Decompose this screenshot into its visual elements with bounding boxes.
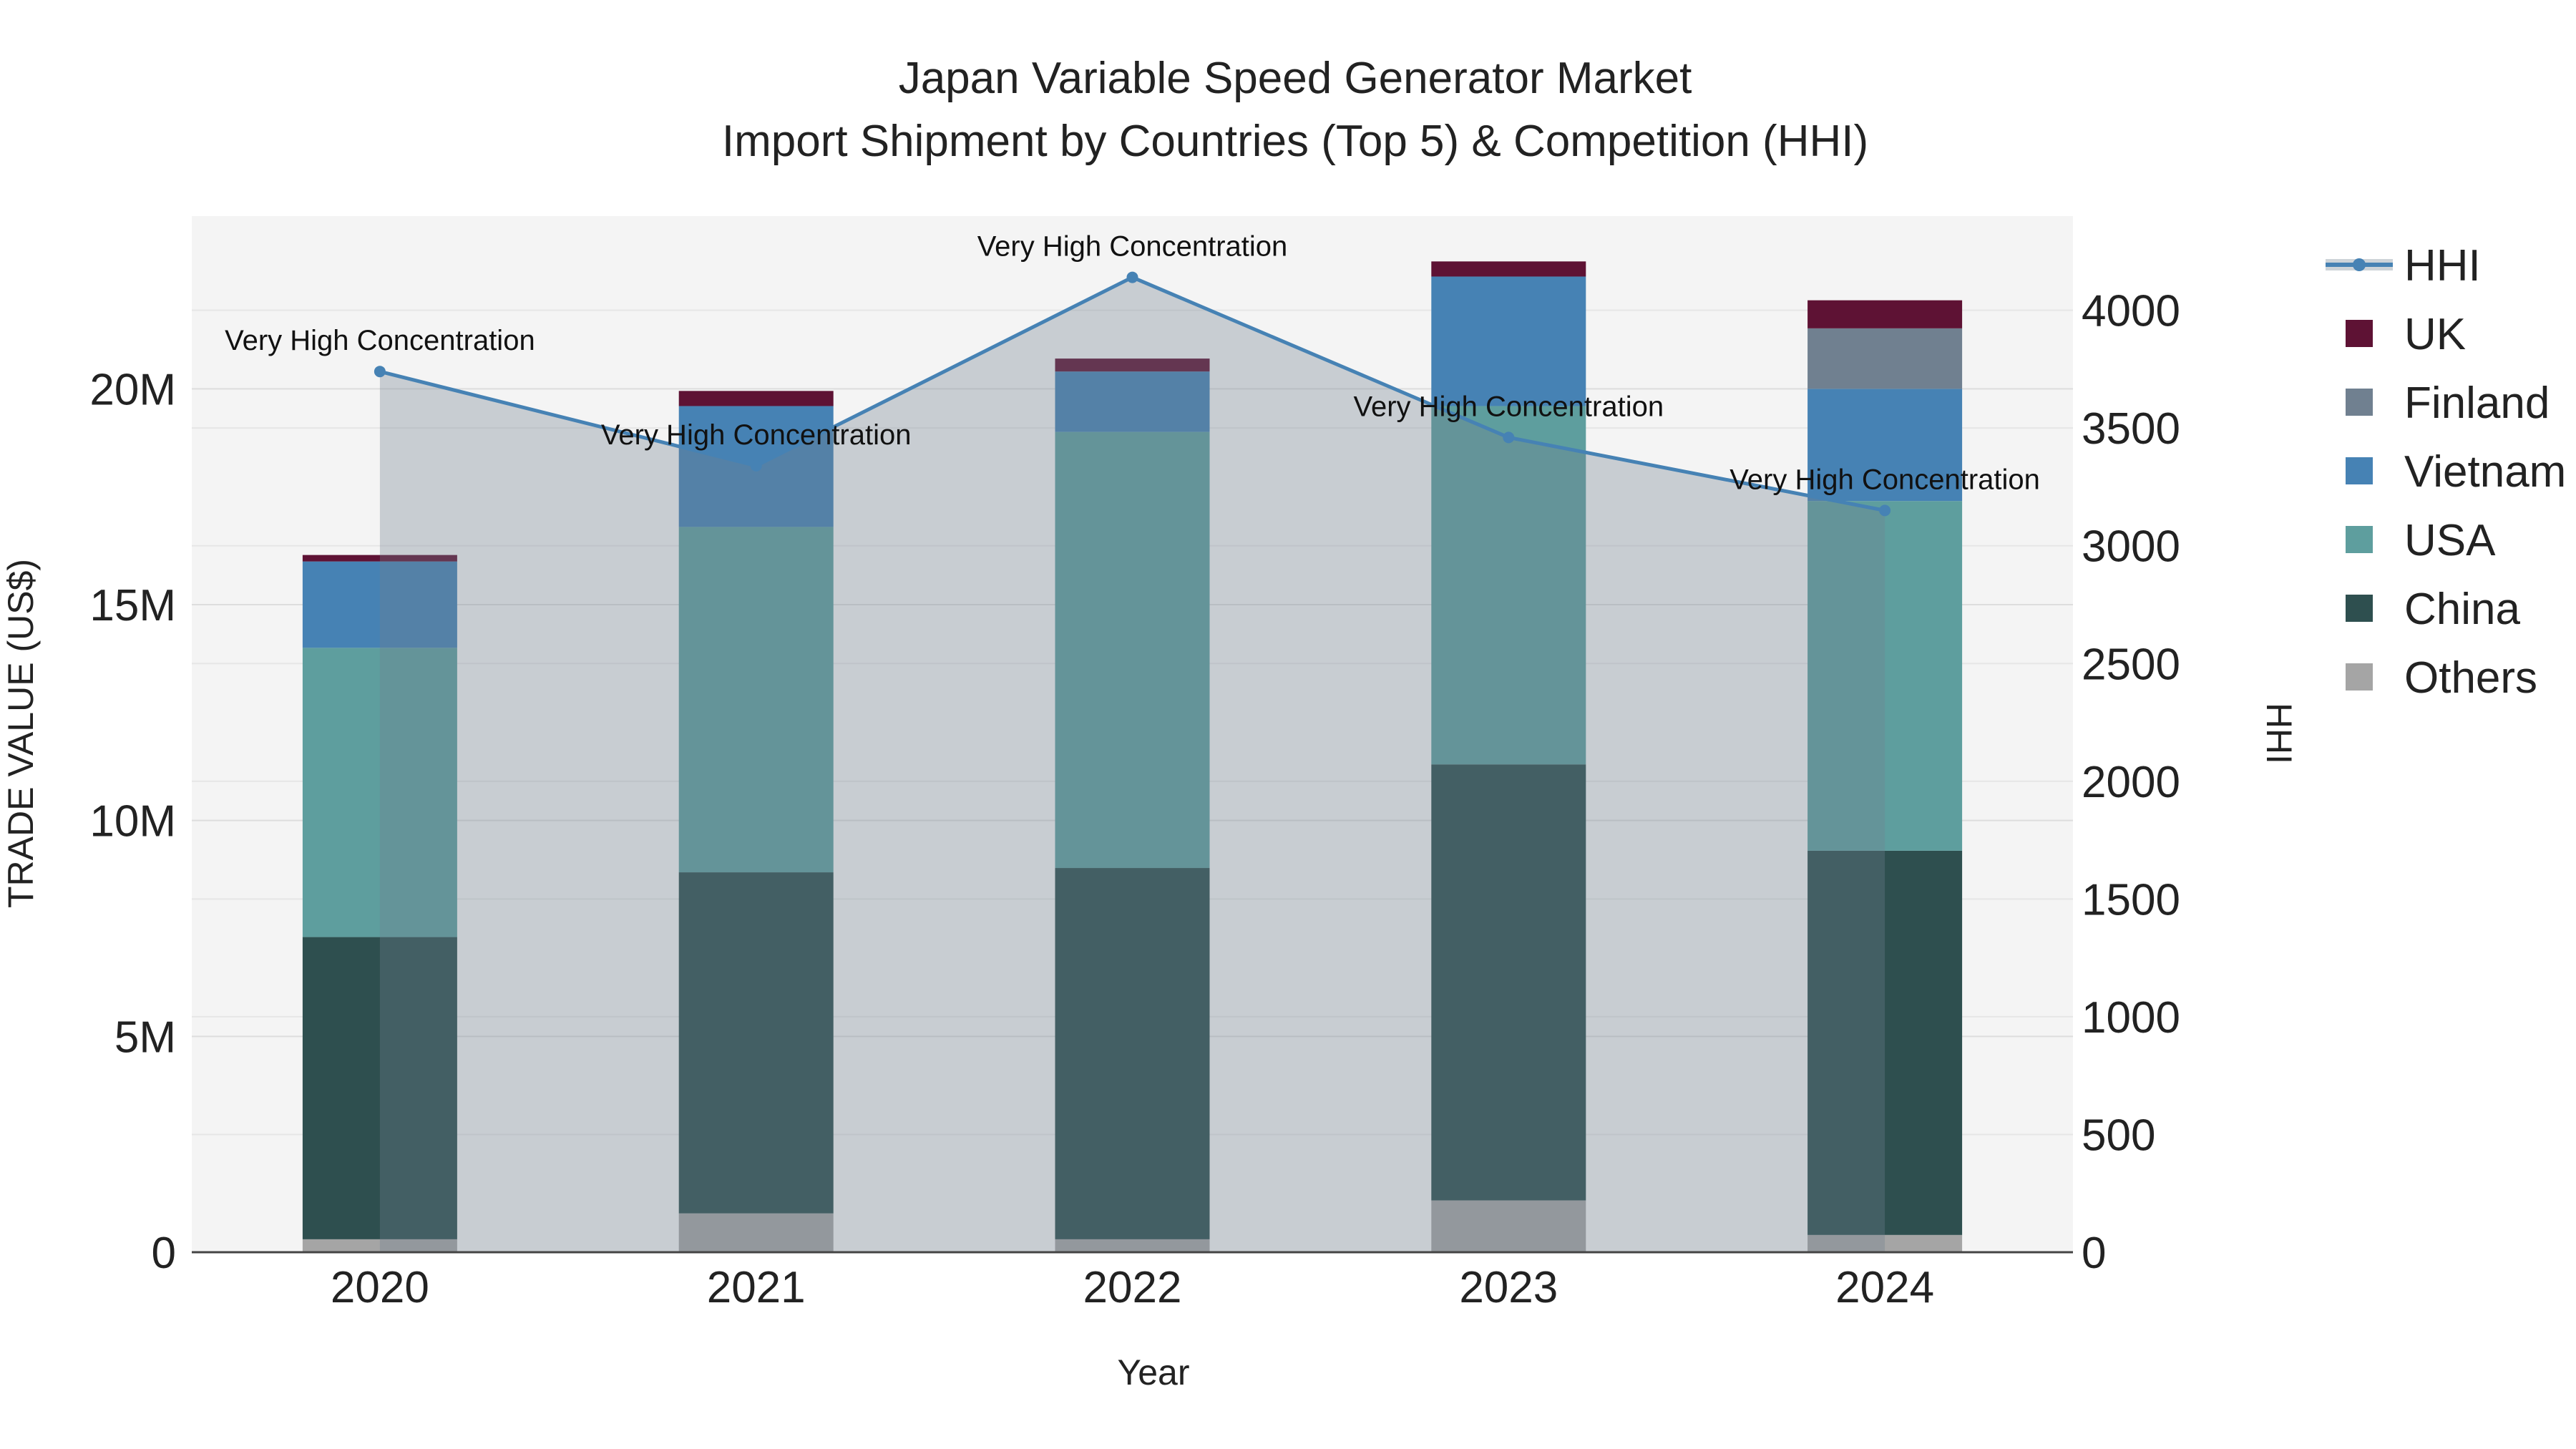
- legend-swatch-usa: [2346, 526, 2373, 553]
- y-axis-ticks: 0 5M 10M 15M 20M: [89, 365, 176, 1278]
- x-tick-label-2021: 2021: [707, 1263, 806, 1312]
- legend-swatch-china: [2346, 595, 2373, 622]
- x-tick-label-2020: 2020: [331, 1263, 429, 1312]
- bar-vietnam-2024: [1807, 389, 1963, 502]
- y-tick-label: 0: [152, 1229, 176, 1278]
- legend-swatch-uk: [2346, 320, 2373, 347]
- bar-uk-2020: [302, 555, 457, 562]
- bar-others-2021: [678, 1213, 834, 1252]
- y2-tick-label: 2500: [2082, 640, 2180, 689]
- hhi-annotation-2022: Very High Concentration: [977, 231, 1288, 263]
- bar-uk-2021: [678, 391, 834, 406]
- legend-label-hhi: HHI: [2404, 241, 2481, 291]
- bar-others-2023: [1431, 1200, 1586, 1252]
- bar-others-2020: [302, 1239, 457, 1252]
- legend-swatch-vietnam: [2346, 457, 2373, 484]
- legend: HHI UK Finland Vietnam USA China Others: [2326, 241, 2566, 703]
- hhi-annotation-2024: Very High Concentration: [1729, 464, 2040, 495]
- y2-tick-label: 0: [2082, 1229, 2106, 1278]
- bar-layer: [302, 261, 1963, 1252]
- hhi-annotation-2021: Very High Concentration: [601, 419, 912, 451]
- bar-china-2021: [678, 872, 834, 1214]
- y2-tick-label: 4000: [2082, 287, 2180, 336]
- hhi-point-2021: [750, 459, 762, 472]
- hhi-point-2020: [374, 366, 386, 378]
- hhi-annotation-2023: Very High Concentration: [1354, 391, 1664, 422]
- legend-label-others: Others: [2404, 653, 2537, 703]
- legend-swatch-others: [2346, 663, 2373, 691]
- bar-china-2023: [1431, 764, 1586, 1201]
- bar-usa-2024: [1807, 501, 1963, 851]
- legend-label-usa: USA: [2404, 516, 2496, 565]
- hhi-markers: [374, 271, 1891, 517]
- bar-others-2022: [1055, 1239, 1210, 1252]
- x-axis-label: Year: [1117, 1352, 1189, 1392]
- bar-usa-2023: [1431, 406, 1586, 765]
- legend-label-china: China: [2404, 585, 2521, 634]
- hhi-annotations: Very High Concentration Very High Concent…: [225, 231, 2040, 496]
- y2-tick-label: 3000: [2082, 522, 2180, 572]
- bar-china-2022: [1055, 868, 1210, 1239]
- y-tick-label: 10M: [89, 797, 176, 847]
- bar-china-2024: [1807, 850, 1963, 1235]
- y2-tick-label: 500: [2082, 1111, 2155, 1160]
- legend-label-uk: UK: [2404, 310, 2466, 359]
- x-tick-label-2024: 2024: [1835, 1263, 1934, 1312]
- bar-others-2024: [1807, 1234, 1963, 1252]
- bar-vietnam-2022: [1055, 371, 1210, 432]
- y2-axis-ticks: 0 500 1000 1500 2000 2500 3000 3500 4000: [2082, 287, 2180, 1278]
- hhi-point-2024: [1879, 504, 1891, 517]
- chart-subtitle: Import Shipment by Countries (Top 5) & C…: [722, 117, 1868, 166]
- legend-swatch-hhi-marker: [2353, 258, 2366, 271]
- bar-vietnam-2020: [302, 561, 457, 648]
- x-tick-label-2022: 2022: [1083, 1263, 1182, 1312]
- chart-title: Japan Variable Speed Generator Market: [899, 54, 1692, 103]
- x-axis-ticks: 2020 2021 2022 2023 2024: [331, 1263, 1934, 1312]
- y-axis-label: TRADE VALUE (US$): [1, 559, 41, 908]
- legend-swatch-finland: [2346, 389, 2373, 416]
- y-tick-label: 5M: [114, 1013, 176, 1062]
- y2-axis-label: HHI: [2259, 703, 2299, 764]
- legend-label-finland: Finland: [2404, 379, 2550, 428]
- bar-uk-2023: [1431, 261, 1586, 277]
- hhi-area-fill: [379, 277, 1885, 1253]
- hhi-point-2022: [1126, 271, 1138, 283]
- y-tick-label: 15M: [89, 581, 176, 630]
- bar-china-2020: [302, 937, 457, 1239]
- legend-label-vietnam: Vietnam: [2404, 447, 2566, 497]
- bar-finland-2024: [1807, 328, 1963, 389]
- bar-uk-2022: [1055, 358, 1210, 372]
- y2-tick-label: 2000: [2082, 758, 2180, 807]
- bar-uk-2024: [1807, 300, 1963, 328]
- x-tick-label-2023: 2023: [1459, 1263, 1558, 1312]
- y2-tick-label: 1000: [2082, 993, 2180, 1043]
- bar-usa-2020: [302, 648, 457, 937]
- hhi-annotation-2020: Very High Concentration: [225, 325, 535, 356]
- hhi-point-2023: [1503, 431, 1515, 444]
- bar-usa-2021: [678, 527, 834, 873]
- bar-vietnam-2023: [1431, 276, 1586, 406]
- y2-tick-label: 1500: [2082, 875, 2180, 924]
- y2-tick-label: 3500: [2082, 404, 2180, 454]
- y-tick-label: 20M: [89, 365, 176, 414]
- bar-usa-2022: [1055, 431, 1210, 869]
